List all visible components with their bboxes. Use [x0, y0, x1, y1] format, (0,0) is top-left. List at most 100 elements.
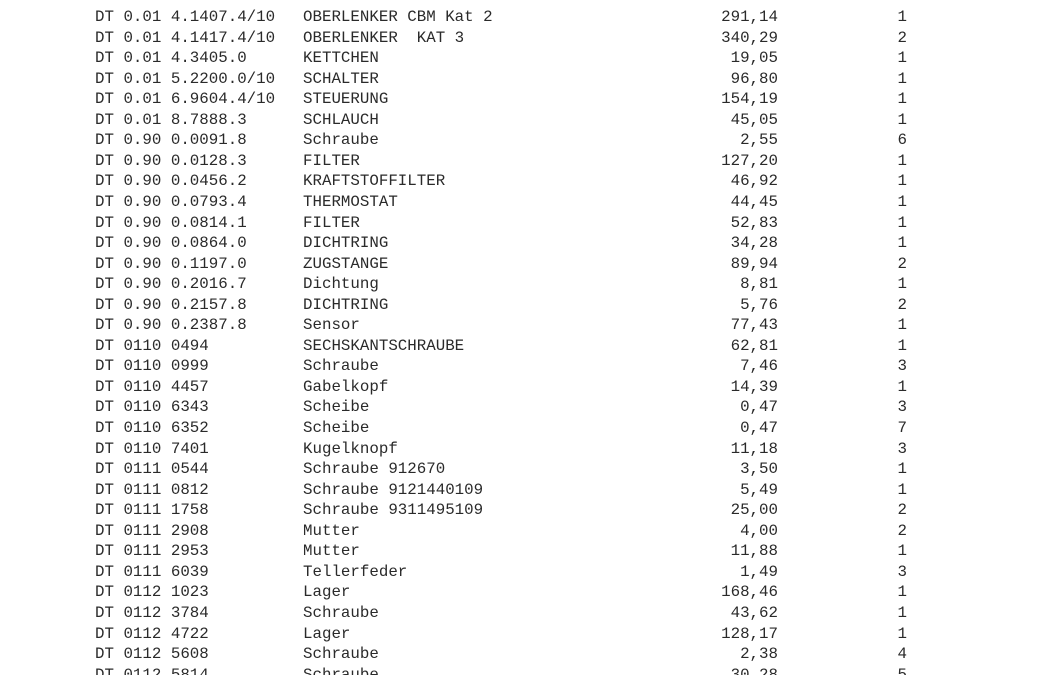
description: Schraube: [303, 131, 379, 150]
part-number: DT 0.01 4.3405.0: [95, 49, 247, 68]
description: STEUERUNG: [303, 90, 389, 109]
quantity: 1: [897, 192, 907, 211]
description: KETTCHEN: [303, 49, 379, 68]
price: 11,18: [730, 439, 778, 458]
price: 0,47: [740, 398, 778, 417]
description: Mutter: [303, 521, 360, 540]
description: Gabelkopf: [303, 377, 389, 396]
description: DICHTRING: [303, 295, 389, 314]
price: 30,28: [730, 665, 778, 675]
part-number: DT 0112 4722: [95, 624, 209, 643]
part-number: DT 0111 1758: [95, 501, 209, 520]
price: 34,28: [730, 234, 778, 253]
price: 46,92: [730, 172, 778, 191]
quantity: 1: [897, 151, 907, 170]
part-number: DT 0112 5608: [95, 645, 209, 664]
part-number: DT 0.90 0.0456.2: [95, 172, 247, 191]
quantity: 2: [897, 295, 907, 314]
price: 25,00: [730, 501, 778, 520]
price: 154,19: [721, 90, 778, 109]
description: Scheibe: [303, 419, 370, 437]
part-number: DT 0111 0544: [95, 460, 209, 479]
part-number: DT 0.90 0.0091.8: [95, 131, 247, 150]
price: 19,05: [730, 49, 778, 68]
description: FILTER: [303, 213, 360, 232]
price: 1,49: [740, 562, 778, 581]
price: 2,55: [740, 131, 778, 150]
quantity: 6: [897, 131, 907, 150]
part-number: DT 0.90 0.0128.3: [95, 151, 247, 170]
part-number: DT 0111 2953: [95, 542, 209, 561]
price: 291,14: [721, 8, 778, 26]
description: Schraube: [303, 603, 379, 622]
quantity: 2: [897, 501, 907, 520]
price: 2,38: [740, 645, 778, 664]
description: DICHTRING: [303, 234, 389, 253]
quantity: 1: [897, 234, 907, 253]
part-number: DT 0.90 0.2387.8: [95, 316, 247, 335]
price: 77,43: [730, 316, 778, 335]
description: THERMOSTAT: [303, 192, 398, 211]
description: Mutter: [303, 542, 360, 561]
description: Scheibe: [303, 398, 370, 417]
description: SECHSKANTSCHRAUBE: [303, 336, 465, 355]
part-number: DT 0.01 4.1417.4/10: [95, 28, 276, 47]
description: Schraube: [303, 665, 379, 675]
quantity: 5: [897, 665, 907, 675]
part-number: DT 0.90 0.2016.7: [95, 275, 247, 294]
part-number: DT 0.01 8.7888.3: [95, 110, 247, 129]
price: 62,81: [730, 336, 778, 355]
part-number: DT 0112 3784: [95, 603, 209, 622]
part-number: DT 0110 0494: [95, 336, 209, 355]
quantity: 1: [897, 480, 907, 499]
part-number: DT 0.01 6.9604.4/10: [95, 90, 276, 109]
description: SCHALTER: [303, 69, 379, 88]
quantity: 7: [897, 419, 907, 437]
part-number: DT 0.01 4.1407.4/10: [95, 8, 276, 26]
part-number: DT 0111 0812: [95, 480, 209, 499]
quantity: 4: [897, 645, 907, 664]
price: 340,29: [721, 28, 778, 47]
quantity: 1: [897, 49, 907, 68]
quantity: 1: [897, 460, 907, 479]
description: Kugelknopf: [303, 439, 398, 458]
price: 8,81: [740, 275, 778, 294]
quantity: 1: [897, 8, 907, 26]
part-number: DT 0112 5814: [95, 665, 209, 675]
quantity: 1: [897, 603, 907, 622]
quantity: 1: [897, 542, 907, 561]
description: Schraube 9311495109: [303, 501, 484, 520]
price: 127,20: [721, 151, 778, 170]
price: 52,83: [730, 213, 778, 232]
description: Sensor: [303, 316, 360, 335]
quantity: 1: [897, 583, 907, 602]
price: 45,05: [730, 110, 778, 129]
part-number: DT 0110 6343: [95, 398, 209, 417]
description: Tellerfeder: [303, 562, 408, 581]
price: 14,39: [730, 377, 778, 396]
quantity: 3: [897, 439, 907, 458]
quantity: 1: [897, 624, 907, 643]
quantity: 1: [897, 172, 907, 191]
price: 3,50: [740, 460, 778, 479]
part-number: DT 0111 6039: [95, 562, 209, 581]
part-number: DT 0.90 0.0793.4: [95, 192, 247, 211]
price: 5,76: [740, 295, 778, 314]
quantity: 3: [897, 398, 907, 417]
price: 44,45: [730, 192, 778, 211]
description: KRAFTSTOFFILTER: [303, 172, 446, 191]
description: Lager: [303, 624, 351, 643]
part-number: DT 0110 4457: [95, 377, 209, 396]
price: 168,46: [721, 583, 778, 602]
price: 4,00: [740, 521, 778, 540]
part-number: DT 0111 2908: [95, 521, 209, 540]
quantity: 1: [897, 336, 907, 355]
quantity: 2: [897, 28, 907, 47]
quantity: 1: [897, 69, 907, 88]
description: Schraube 912670: [303, 460, 446, 479]
quantity: 3: [897, 357, 907, 376]
description: SCHLAUCH: [303, 110, 379, 129]
description: Lager: [303, 583, 351, 602]
description: Schraube: [303, 357, 379, 376]
description: ZUGSTANGE: [303, 254, 389, 273]
